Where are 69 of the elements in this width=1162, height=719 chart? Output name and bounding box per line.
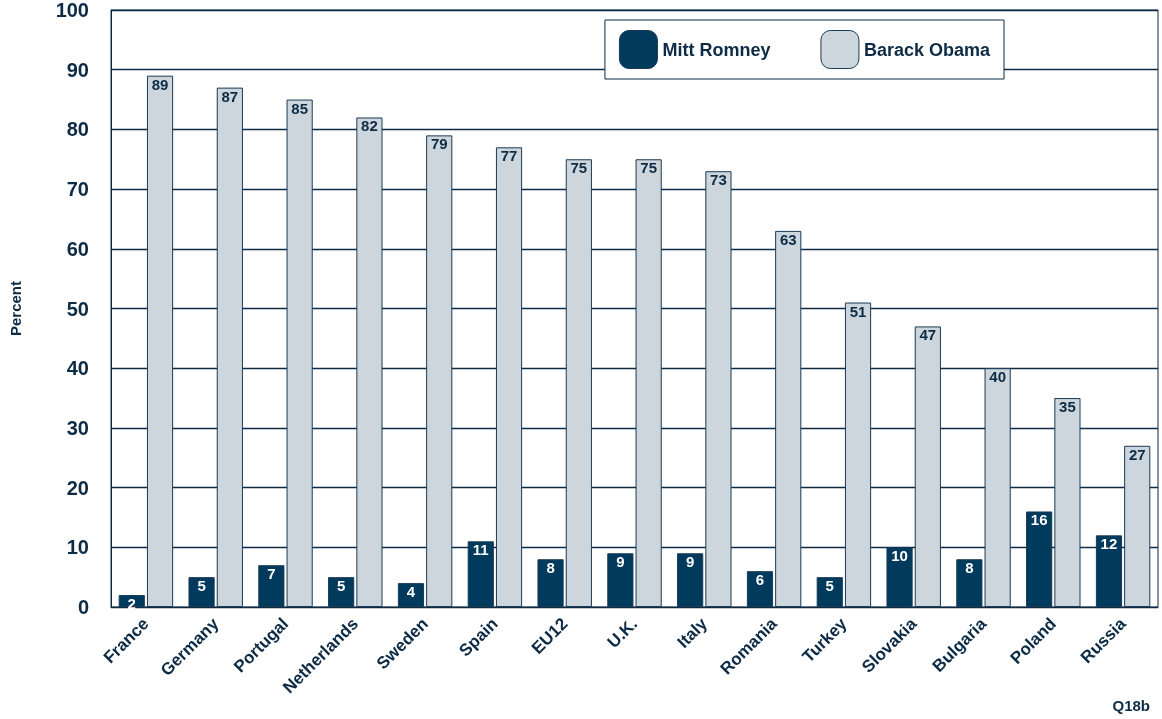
bar: [146, 75, 174, 607]
data-label: 35: [1059, 398, 1076, 416]
data-label: 47: [919, 326, 937, 344]
data-label: 77: [500, 147, 518, 165]
bar: [356, 117, 383, 607]
bar: [467, 541, 494, 607]
bar: [537, 559, 564, 607]
y-tick-label: 20: [66, 476, 89, 499]
bar: [397, 583, 425, 607]
y-tick-label: 10: [66, 536, 89, 559]
bar: [1095, 535, 1123, 607]
data-label: 7: [267, 565, 276, 583]
bar: [216, 87, 243, 607]
data-label: 75: [640, 159, 657, 177]
bar: [495, 147, 523, 607]
y-tick-label: 90: [66, 58, 89, 81]
data-label: 5: [197, 577, 206, 595]
legend-label: Barack Obama: [863, 39, 991, 60]
bar: [914, 326, 941, 607]
data-label: 8: [965, 559, 974, 577]
bar: [1026, 511, 1053, 607]
bar: [816, 577, 843, 607]
data-label: 5: [825, 577, 834, 595]
y-tick-label: 30: [66, 416, 89, 439]
bar: [775, 230, 802, 607]
bar: [844, 302, 872, 607]
data-label: 27: [1128, 445, 1146, 463]
legend-label: Mitt Romney: [662, 39, 771, 60]
bar: [705, 171, 732, 607]
data-label: 8: [546, 559, 555, 577]
data-label: 4: [406, 583, 416, 601]
data-label: 12: [1100, 535, 1118, 553]
x-tick-label: U.K.: [603, 614, 642, 652]
bar: [746, 571, 774, 607]
data-label: 51: [849, 302, 867, 320]
y-tick-label: 80: [66, 118, 89, 141]
data-label: 10: [891, 547, 908, 565]
data-label: 89: [151, 75, 169, 93]
data-label: 85: [291, 99, 308, 117]
bar: [677, 553, 704, 607]
data-label: 87: [221, 87, 239, 105]
y-tick-label: 0: [77, 596, 89, 618]
data-label: 82: [361, 117, 378, 135]
bar: [565, 159, 592, 607]
bar: [426, 135, 453, 607]
data-label: 40: [989, 368, 1006, 386]
data-label: 6: [755, 571, 765, 589]
data-label: 16: [1030, 511, 1048, 529]
data-label: 73: [710, 171, 727, 189]
data-label: 11: [472, 541, 489, 559]
y-tick-label: 100: [55, 0, 89, 21]
text: Q18b: [1112, 697, 1150, 714]
bar: [328, 577, 355, 607]
data-label: 9: [616, 553, 625, 571]
y-tick-label: 70: [66, 178, 89, 201]
y-axis-title: Percent: [7, 280, 24, 337]
data-label: 2: [127, 595, 136, 613]
y-tick-label: 40: [66, 357, 89, 380]
bar: [188, 577, 215, 607]
bar: [886, 547, 913, 607]
y-tick-label: 60: [66, 237, 89, 260]
data-label: 63: [779, 230, 797, 248]
bar: [1054, 398, 1081, 607]
data-label: 79: [430, 135, 448, 153]
data-label: 9: [685, 553, 695, 571]
data-label: 75: [570, 159, 588, 177]
y-tick-label: 50: [66, 297, 89, 320]
data-label: 5: [336, 577, 346, 595]
bar: [1124, 445, 1151, 607]
